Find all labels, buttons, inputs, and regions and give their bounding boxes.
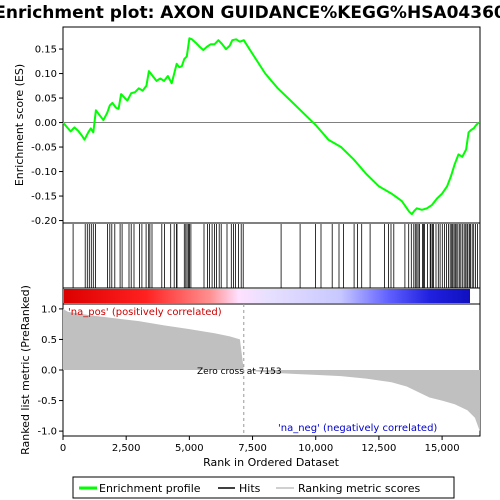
es-tick-label: 0.00 [35, 118, 57, 129]
es-tick-label: -0.10 [31, 167, 57, 178]
metric-axis: 1.0 0.5 0.0 -0.5 -1.0 [37, 304, 63, 438]
hit-marks [72, 224, 478, 288]
metric-area [63, 304, 480, 436]
enrichment-profile-line [62, 37, 480, 216]
metric-fill [63, 308, 480, 432]
metric-tick-label: 0.5 [41, 335, 57, 346]
legend-profile: Enrichment profile [99, 482, 201, 495]
chart-title: Enrichment plot: AXON GUIDANCE%KEGG%HSA0… [0, 3, 500, 23]
neg-label: 'na_neg' (negatively correlated) [278, 423, 437, 434]
hits-panel [62, 222, 481, 289]
es-axis: 0.15 0.10 0.05 0.00 -0.05 -0.10 -0.15 -0.20 [31, 45, 63, 227]
zero-cross-label: Zero cross at 7153 [197, 367, 282, 377]
x-tick-label: 10,000 [298, 443, 333, 454]
x-tick-label: 12,500 [361, 443, 396, 454]
es-tick-label: -0.05 [31, 143, 57, 154]
es-tick-label: 0.05 [35, 94, 57, 105]
es-tick-label: 0.10 [35, 69, 57, 80]
es-tick-label: 0.15 [35, 45, 57, 56]
x-tick-label: 7,500 [238, 443, 267, 454]
pos-label: 'na_pos' (positively correlated) [68, 307, 222, 318]
legend [72, 476, 455, 499]
es-tick-label: -0.15 [31, 192, 57, 203]
es-axis-label: Enrichment score (ES) [13, 64, 26, 186]
metric-tick-label: -1.0 [37, 427, 57, 438]
metric-tick-label: -0.5 [37, 396, 57, 407]
enrichment-profile [62, 37, 480, 216]
x-tick-label: 15,000 [425, 443, 460, 454]
x-axis-label: Rank in Ordered Dataset [203, 456, 340, 469]
legend-hits: Hits [239, 482, 261, 495]
es-panel [62, 26, 481, 224]
x-tick-label: 5,000 [175, 443, 204, 454]
x-tick-label: 2,500 [112, 443, 141, 454]
metric-tick-label: 1.0 [41, 304, 57, 315]
rank-gradient-bar [64, 289, 470, 303]
es-tick-label: -0.20 [31, 216, 57, 227]
x-tick-label: 0 [60, 443, 66, 454]
metric-tick-label: 0.0 [41, 366, 57, 377]
metric-axis-label: Ranked list metric (PreRanked) [19, 285, 32, 455]
legend-metric: Ranking metric scores [298, 482, 420, 495]
x-axis: 0 2,500 5,000 7,500 10,000 12,500 15,000 [60, 436, 460, 454]
